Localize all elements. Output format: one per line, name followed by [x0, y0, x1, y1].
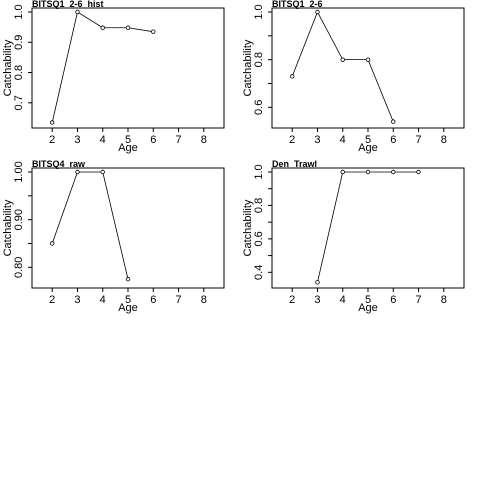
x-tick-label: 6 — [390, 134, 396, 146]
data-point — [315, 9, 320, 15]
y-tick-label: 0.6 — [253, 231, 265, 246]
x-tick-label: 6 — [390, 294, 396, 306]
chart-title: BITSQ4_raw — [32, 159, 86, 169]
data-point — [290, 74, 295, 79]
x-tick-label: 8 — [201, 134, 207, 146]
data-point — [340, 57, 345, 62]
y-tick-label: 0.8 — [253, 52, 265, 67]
x-tick-label: 5 — [125, 134, 131, 146]
chart-title: BITSQ1_2-6 — [272, 0, 323, 9]
data-point — [340, 169, 345, 175]
x-tick-label: 3 — [314, 294, 320, 306]
x-tick-label: 5 — [365, 294, 371, 306]
chart-panel-2: BITSQ1_2-6 2 3 4 5 6 7 8 0.6 0.8 1.0 Age Catchabilit… — [242, 0, 465, 154]
x-tick-label: 4 — [340, 294, 346, 306]
data-point — [75, 9, 80, 15]
data-point — [125, 277, 131, 282]
data-point — [151, 29, 156, 34]
x-tick-label: 7 — [415, 294, 421, 306]
data-point — [100, 25, 105, 30]
x-tick-label: 8 — [441, 134, 447, 146]
y-axis-label: Catchability — [2, 39, 14, 96]
x-tick-label: 4 — [100, 134, 106, 146]
y-axis-label: Catchability — [242, 39, 254, 96]
y-tick-label: 0.8 — [13, 65, 25, 80]
series-line — [291, 11, 394, 122]
data-point — [75, 169, 80, 175]
x-axis-label: Age — [358, 142, 378, 154]
y-tick-label: 0.4 — [253, 265, 265, 280]
x-tick-label: 8 — [441, 294, 447, 306]
chart-title: Den_Trawl — [272, 159, 317, 169]
y-tick-label: 0.80 — [13, 257, 25, 278]
data-point — [50, 120, 55, 125]
x-tick-label: 5 — [365, 134, 371, 146]
data-point — [100, 169, 105, 175]
x-tick-label: 6 — [150, 134, 156, 146]
data-point — [50, 241, 55, 246]
x-axis-label: Age — [358, 302, 378, 314]
y-axis-label: Catchability — [242, 199, 254, 256]
x-tick-label: 7 — [175, 294, 181, 306]
data-point — [315, 280, 320, 285]
y-tick-label: 0.90 — [13, 209, 25, 230]
chart-panel-4: Den_Trawl 2 3 4 5 6 7 8 0.4 0.6 0.8 1.0 Age Catchabil… — [242, 159, 465, 314]
x-tick-label: 7 — [415, 134, 421, 146]
data-point — [391, 169, 396, 175]
y-tick-label: 1.00 — [13, 161, 25, 182]
series-line — [51, 171, 129, 280]
data-point — [125, 25, 131, 30]
chart-title: BITSQ1_2-6_hist — [32, 0, 104, 9]
x-tick-label: 3 — [314, 134, 320, 146]
y-tick-label: 0.7 — [13, 95, 25, 110]
x-tick-label: 4 — [100, 294, 106, 306]
x-tick-label: 2 — [289, 294, 295, 306]
x-tick-label: 2 — [289, 134, 295, 146]
y-tick-label: 1.0 — [13, 4, 25, 19]
data-point — [416, 169, 421, 175]
y-tick-label: 0.8 — [253, 198, 265, 213]
y-axis-label: Catchability — [2, 199, 14, 256]
x-tick-label: 5 — [125, 294, 131, 306]
x-tick-label: 6 — [150, 294, 156, 306]
x-tick-label: 3 — [74, 134, 80, 146]
chart-panel-1: BITSQ1_2-6_hist 2 3 4 5 6 7 8 0.7 0.8 0.9 1.0 Age Cat… — [2, 0, 225, 154]
plot-frame — [271, 7, 465, 129]
data-point — [365, 57, 371, 62]
y-tick-label: 1.0 — [253, 164, 265, 179]
plot-frame — [31, 167, 225, 289]
data-point — [391, 119, 396, 124]
chart-panel-3: BITSQ4_raw 2 3 4 5 6 7 8 0.80 0.90 1.00 Age Catchabi… — [2, 159, 225, 314]
x-axis-label: Age — [118, 302, 138, 314]
x-tick-label: 3 — [74, 294, 80, 306]
x-axis-label: Age — [118, 142, 138, 154]
x-tick-label: 2 — [49, 294, 55, 306]
y-tick-label: 0.9 — [13, 35, 25, 50]
x-tick-label: 8 — [201, 294, 207, 306]
data-point — [365, 169, 371, 175]
y-tick-label: 0.6 — [253, 100, 265, 115]
plot-frame — [271, 167, 465, 289]
y-tick-label: 1.0 — [253, 4, 265, 19]
x-tick-label: 4 — [340, 134, 346, 146]
x-tick-label: 7 — [175, 134, 181, 146]
series-line — [317, 171, 419, 283]
x-tick-label: 2 — [49, 134, 55, 146]
